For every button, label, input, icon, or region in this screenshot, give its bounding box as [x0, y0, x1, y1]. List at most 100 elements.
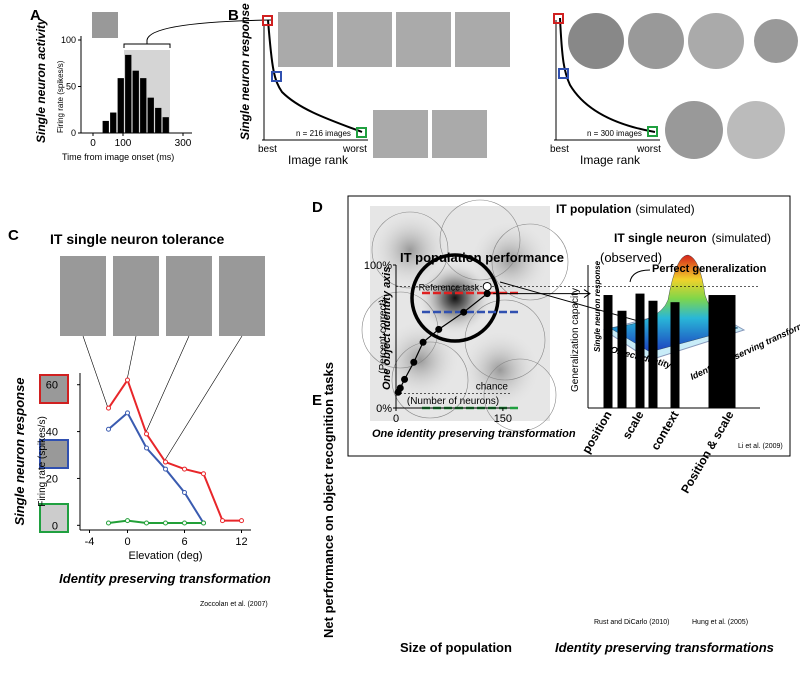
point: [125, 377, 130, 383]
point: [401, 375, 409, 383]
image: [455, 12, 510, 67]
x-tick-label: 6: [181, 536, 187, 548]
axis-label: One identity preserving transformation: [372, 428, 576, 440]
y-tick-label: 40: [46, 427, 58, 439]
outer-x-label: Identity preserving transformation: [59, 571, 271, 586]
y-axis-label: Firing rate (spikes/s): [56, 60, 65, 133]
point: [201, 520, 206, 526]
axis-label: Identity preserving transformations: [555, 640, 774, 655]
x-tick-label: 300: [175, 138, 192, 149]
connector: [123, 19, 273, 48]
bar: [140, 78, 147, 133]
point: [201, 471, 206, 477]
x-axis-label: Elevation (deg): [129, 550, 203, 562]
x-tick-label: scale: [619, 408, 646, 441]
rank-curve: [559, 17, 656, 133]
arrow: [493, 289, 591, 299]
blob: [419, 262, 491, 334]
y-tick-label: 0%: [376, 403, 392, 415]
point: [125, 410, 130, 416]
image: [373, 110, 428, 158]
y-tick-label: 100: [61, 35, 76, 45]
label: (simulated): [712, 231, 771, 245]
point: [435, 325, 443, 333]
point: [163, 466, 168, 472]
image: [113, 256, 159, 336]
blob: [470, 220, 550, 300]
point: [182, 466, 187, 472]
label: IT population (simulated): [556, 202, 695, 216]
y-tick-label: 0: [71, 128, 76, 138]
note: n = 300 images: [587, 129, 642, 138]
image: [60, 256, 106, 336]
marker: [553, 13, 564, 24]
x-tick-label: 150: [494, 413, 512, 425]
image: [219, 256, 265, 336]
point: [144, 520, 149, 526]
image: [278, 12, 333, 67]
analysis-window: [124, 50, 170, 133]
series-line: [107, 377, 242, 522]
tick-label: worst: [636, 144, 661, 155]
blob: [460, 330, 540, 410]
series-line: [107, 411, 205, 524]
y-tick-label: 100%: [364, 260, 392, 272]
bar: [117, 78, 124, 133]
label: (simulated): [635, 202, 694, 216]
bar: [617, 310, 627, 408]
bar: [110, 112, 117, 133]
point: [182, 520, 187, 526]
point: [182, 490, 187, 496]
image: [337, 12, 392, 67]
highlight-circle: [410, 253, 500, 343]
point: [396, 384, 404, 392]
x-tick-label: 100: [115, 138, 132, 149]
image: [166, 256, 212, 336]
axis-label: Size of population: [400, 640, 512, 655]
bar: [635, 293, 645, 408]
x-axis-label: (Number of neurons): [407, 396, 499, 407]
chance-label: chance: [476, 382, 509, 393]
point: [106, 520, 111, 526]
point: [220, 518, 225, 524]
bar: [648, 300, 658, 408]
panel-letter: A: [30, 7, 41, 24]
panel-letter: C: [8, 227, 19, 244]
image: [628, 13, 684, 69]
panel-letter: D: [312, 199, 323, 216]
y-axis-label: (Percent correct): [378, 299, 389, 373]
series-line: [108, 519, 204, 524]
legend-icon: [39, 374, 69, 404]
x-tick-label: Position & scale: [678, 408, 737, 496]
marker: [262, 15, 273, 26]
blob: [370, 210, 450, 290]
label: IT single neuron (simulated): [614, 231, 771, 245]
point: [460, 308, 468, 316]
source: Rust and DiCarlo (2010): [594, 619, 669, 626]
point: [410, 358, 418, 366]
point: [106, 426, 111, 432]
label: IT single neuron: [614, 231, 707, 245]
panel-frame: [347, 195, 791, 457]
x-tick-label: 0: [393, 413, 399, 425]
chart-title: IT population performance: [400, 250, 564, 265]
point: [125, 518, 130, 524]
bar: [132, 70, 139, 133]
point: [483, 290, 491, 298]
x-axis-label: Image rank: [288, 153, 349, 167]
connector: [82, 335, 243, 461]
note: n = 216 images: [296, 129, 351, 138]
tick-label: worst: [342, 144, 367, 155]
tuning-circles: [361, 199, 569, 432]
bar: [670, 302, 680, 408]
label: IT population: [556, 202, 631, 216]
reference-point: [482, 281, 492, 291]
tick-label: best: [258, 144, 277, 155]
bar: [155, 107, 162, 133]
arrow: [629, 269, 651, 283]
y-axis-label: Firing rate (spikes/s): [37, 416, 48, 507]
y-tick-label: 20: [46, 473, 58, 485]
image: [688, 13, 744, 69]
x-tick-label: 0: [90, 138, 96, 149]
